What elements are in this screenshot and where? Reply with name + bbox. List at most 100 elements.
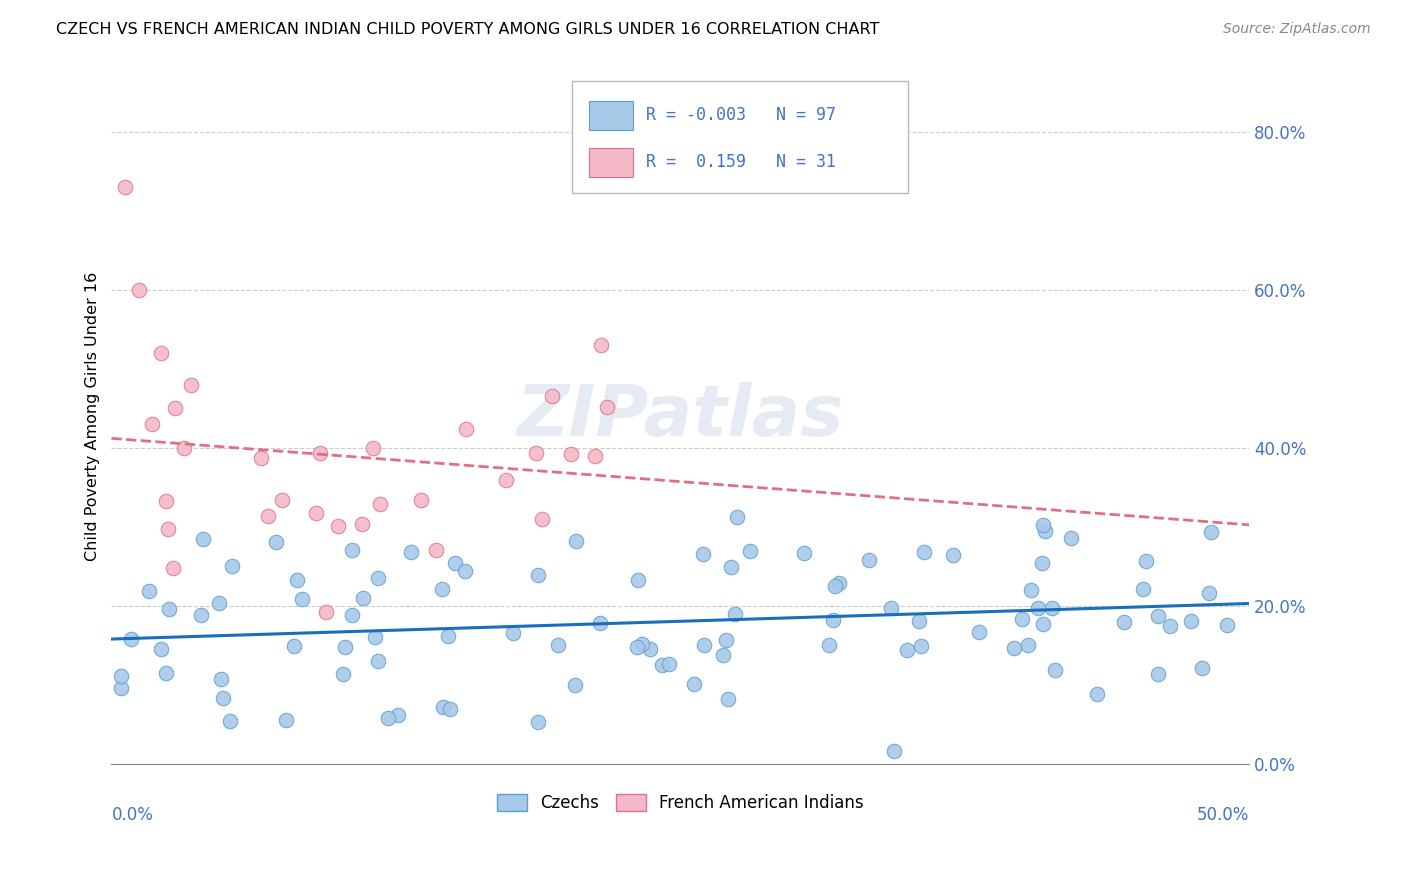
Point (1019, 582, 1042, 597)
FancyBboxPatch shape (589, 148, 633, 177)
Text: 0.0%: 0.0% (111, 806, 153, 824)
Point (367, 571, 389, 585)
Point (1032, 617, 1054, 632)
Point (1135, 554, 1157, 568)
Point (502, 625, 524, 640)
Point (793, 546, 815, 560)
Point (162, 561, 184, 575)
Point (291, 591, 314, 606)
Point (120, 632, 142, 646)
Point (138, 584, 160, 599)
Point (596, 400, 619, 414)
Point (173, 441, 195, 455)
Point (271, 493, 294, 508)
Point (399, 545, 422, 559)
Point (454, 564, 477, 578)
Point (350, 517, 373, 532)
Point (858, 552, 880, 566)
Point (738, 543, 761, 558)
Legend: Czechs, French American Indians: Czechs, French American Indians (491, 787, 870, 819)
Point (651, 658, 673, 673)
Y-axis label: Child Poverty Among Girls Under 16: Child Poverty Among Girls Under 16 (86, 272, 100, 561)
Point (907, 614, 929, 628)
Point (141, 417, 163, 432)
Point (264, 535, 287, 549)
Text: Source: ZipAtlas.com: Source: ZipAtlas.com (1223, 22, 1371, 37)
Point (1017, 639, 1039, 653)
Point (155, 494, 177, 508)
Point (180, 377, 202, 392)
Point (883, 744, 905, 758)
Point (285, 573, 308, 587)
Point (342, 543, 364, 558)
Point (1132, 582, 1154, 596)
Point (912, 545, 935, 559)
Text: ZIPatlas: ZIPatlas (516, 382, 844, 450)
Point (157, 601, 180, 615)
Point (627, 573, 650, 587)
Point (208, 596, 231, 610)
Point (211, 691, 233, 706)
Point (565, 534, 588, 549)
Point (524, 446, 547, 460)
Point (530, 512, 553, 526)
Point (155, 665, 177, 680)
Point (560, 447, 582, 461)
Point (1002, 640, 1025, 655)
Point (332, 667, 354, 681)
Point (165, 401, 187, 416)
Point (823, 614, 845, 628)
Point (256, 508, 278, 523)
Point (564, 677, 586, 691)
Point (274, 713, 297, 727)
Point (1147, 609, 1170, 624)
FancyBboxPatch shape (572, 81, 908, 193)
Point (305, 506, 328, 520)
Point (1060, 532, 1083, 546)
Point (221, 558, 243, 573)
Point (110, 681, 132, 696)
Point (589, 616, 612, 631)
Point (626, 640, 648, 655)
Point (818, 638, 841, 652)
Point (432, 700, 454, 714)
Point (1201, 524, 1223, 539)
Point (540, 389, 562, 403)
Point (910, 639, 932, 653)
Point (377, 711, 399, 725)
Point (725, 510, 748, 524)
Point (1180, 614, 1202, 628)
Point (150, 346, 173, 360)
Point (340, 607, 363, 622)
Point (1033, 524, 1056, 538)
Text: R =  0.159   N = 31: R = 0.159 N = 31 (647, 153, 837, 171)
Point (589, 338, 612, 352)
Point (1031, 556, 1053, 570)
Point (1085, 687, 1108, 701)
Point (693, 638, 716, 652)
Point (1198, 586, 1220, 600)
Point (967, 624, 990, 639)
Point (1045, 663, 1067, 677)
Point (1040, 601, 1063, 615)
Point (352, 591, 374, 606)
Point (1147, 667, 1170, 681)
Point (723, 607, 745, 621)
Point (361, 442, 384, 456)
Point (683, 677, 706, 691)
Point (368, 497, 391, 511)
Point (527, 568, 550, 582)
Text: R = -0.003   N = 97: R = -0.003 N = 97 (647, 106, 837, 124)
Point (283, 639, 305, 653)
Point (942, 548, 965, 562)
Point (367, 654, 389, 668)
FancyBboxPatch shape (589, 101, 633, 129)
Point (333, 640, 356, 654)
Point (631, 637, 654, 651)
Point (827, 576, 849, 591)
Point (156, 521, 179, 535)
Point (717, 691, 740, 706)
Point (432, 582, 454, 596)
Point (711, 648, 734, 663)
Point (110, 669, 132, 683)
